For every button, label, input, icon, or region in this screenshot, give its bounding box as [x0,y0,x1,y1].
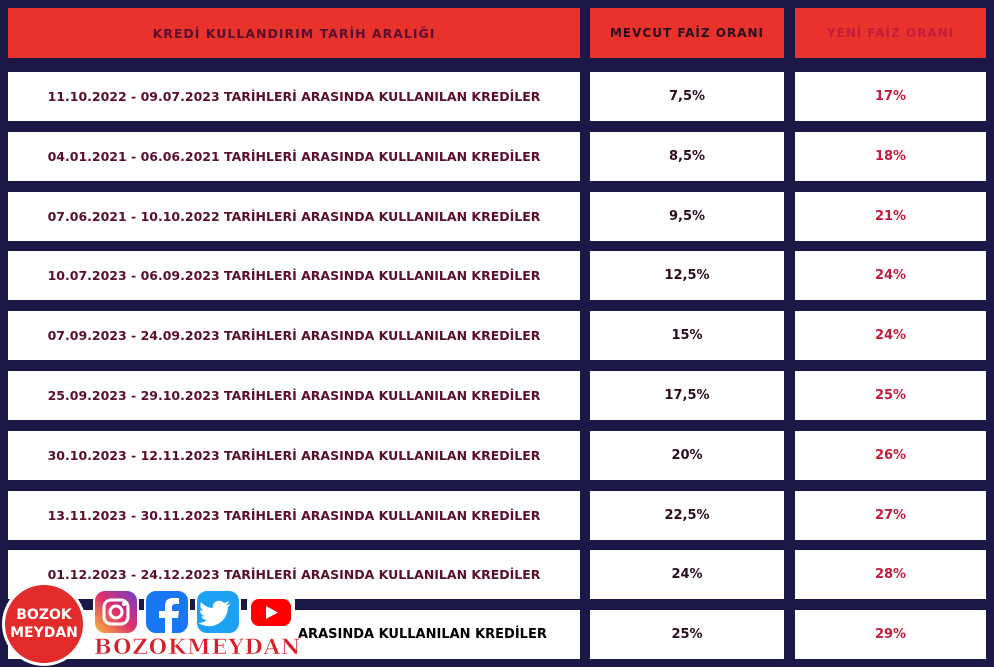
table-cell: 07.06.2021 - 10.10.2022 TARİHLERİ ARASIN… [8,191,580,241]
table-cell: 24% [795,311,986,361]
table-cell: 24% [795,251,986,301]
social-icons [93,589,295,635]
table-cell: 24% [590,550,784,600]
table-cell: 8,5% [590,131,784,181]
table-cell: 25% [795,371,986,420]
header-cell: YENİ FAİZ ORANI [795,8,986,58]
table-cell: 12,5% [590,251,784,301]
twitter-icon [195,589,241,635]
table-cell: 18% [795,131,986,181]
table-cell: 07.09.2023 - 24.09.2023 TARİHLERİ ARASIN… [8,311,580,361]
table-cell: 28% [795,550,986,600]
logo-text: BOZOK [16,607,72,623]
table-cell: 13.11.2023 - 30.11.2023 TARİHLERİ ARASIN… [8,490,580,540]
logo: BOZOK MEYDAN [2,582,86,666]
logo-text: MEYDAN [10,625,78,641]
youtube-icon [247,590,295,634]
header-cell: KREDİ KULLANDIRIM TARİH ARALIĞI [8,8,580,58]
table-cell: 21% [795,191,986,241]
table-cell: 9,5% [590,191,784,241]
table-cell: 30.10.2023 - 12.11.2023 TARİHLERİ ARASIN… [8,430,580,480]
table-cell: 17,5% [590,371,784,420]
table-cell: 26% [795,430,986,480]
table-cell: 04.01.2021 - 06.06.2021 TARİHLERİ ARASIN… [8,131,580,181]
table-cell: 10.07.2023 - 06.09.2023 TARİHLERİ ARASIN… [8,251,580,301]
table-cell: 20% [590,430,784,480]
table-cell: 15% [590,311,784,361]
table-cell: 11.10.2022 - 09.07.2023 TARİHLERİ ARASIN… [8,72,580,121]
table-cell: 25.09.2023 - 29.10.2023 TARİHLERİ ARASIN… [8,371,580,420]
wordmark: BOZOKMEYDAN [94,634,302,660]
header-cell: MEVCUT FAİZ ORANI [590,8,784,58]
instagram-icon [93,589,139,635]
table-cell: 29% [795,610,986,660]
table-cell: ARASINDA KULLANILAN KREDİLER [298,610,580,660]
table-cell: 22,5% [590,490,784,540]
table-cell: 7,5% [590,72,784,121]
table-cell: 27% [795,490,986,540]
table-cell: 17% [795,72,986,121]
facebook-icon [144,589,190,635]
table-cell: 25% [590,610,784,660]
